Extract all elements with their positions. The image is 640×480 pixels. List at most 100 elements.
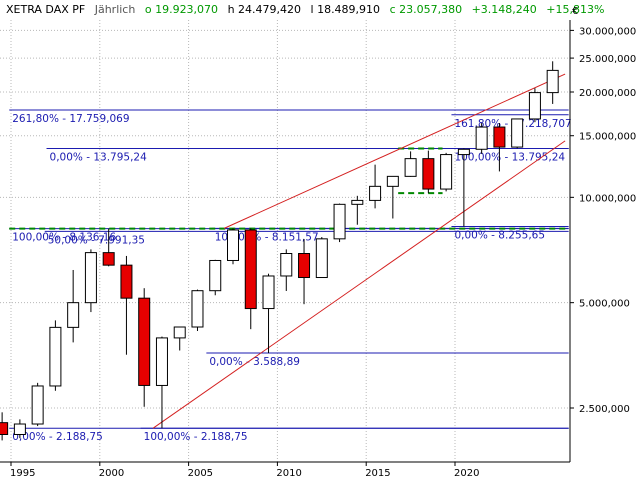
candle-body	[369, 185, 382, 201]
candle	[49, 320, 62, 391]
close-value: c 23.057,380	[390, 3, 463, 16]
y-tick-label: 2.500,000	[579, 404, 630, 415]
candle	[227, 228, 239, 265]
candle	[386, 175, 399, 219]
candle	[351, 195, 364, 225]
candle-body	[120, 264, 133, 299]
currency-label: €	[572, 6, 578, 17]
fib-level-label: 0,00% - 8.255,65	[454, 229, 545, 241]
fibonacci-levels: 261,80% - 17.759,069 161,80% - 17.218,707…	[9, 109, 572, 443]
candle	[315, 237, 328, 279]
candle-body	[404, 158, 417, 177]
candle-body	[67, 302, 80, 328]
candle	[546, 61, 559, 104]
candle	[493, 123, 506, 172]
candle	[155, 336, 168, 429]
high-value: h 24.479,420	[228, 3, 301, 16]
candle-body	[298, 253, 311, 279]
candle-body	[511, 118, 524, 148]
candles	[0, 61, 559, 441]
trend-line	[152, 140, 566, 429]
candle	[404, 151, 417, 177]
candle-body	[351, 199, 364, 205]
candle-body	[333, 203, 346, 240]
fib-level-label: 261,80% - 17.759,069	[12, 113, 129, 125]
candle-body	[138, 297, 151, 386]
candle	[280, 249, 293, 291]
candle	[298, 239, 311, 305]
fib-level-label: 0,00% - 2.188,75	[12, 431, 103, 443]
fib-level-label: 100,00% - 8.151,57	[215, 231, 319, 243]
fib-level-label: 100,00% - 2.188,75	[144, 431, 248, 443]
candle	[422, 150, 435, 194]
candle-body	[475, 126, 488, 150]
candle-body	[315, 238, 328, 279]
y-tick-label: 20.000,000	[579, 88, 636, 99]
candle	[262, 273, 275, 354]
candle-body	[209, 259, 222, 292]
fib-level-label: 100,00% - 13.795,24	[454, 151, 565, 163]
low-value: l 18.489,910	[311, 3, 381, 16]
y-tick-label: 30.000,000	[579, 26, 636, 37]
candle	[67, 269, 80, 343]
candle	[120, 255, 133, 355]
candle	[0, 412, 9, 441]
candle	[457, 148, 470, 227]
candle	[333, 203, 346, 243]
candle	[511, 118, 524, 149]
candle-body	[31, 385, 44, 425]
period-label: Jährlich	[94, 3, 136, 16]
candle-body	[173, 326, 186, 339]
x-tick-label: 2010	[276, 468, 301, 479]
candle-body	[457, 148, 470, 156]
candle-body	[386, 175, 399, 187]
candle	[475, 123, 488, 154]
trend-lines	[152, 73, 566, 429]
candle	[369, 164, 382, 209]
candle-body	[546, 69, 559, 94]
header-info: XETRA DAX PF Jährlich o 19.923,070 h 24.…	[6, 3, 604, 16]
candle	[528, 88, 541, 123]
candle	[209, 259, 222, 296]
candle	[102, 228, 115, 267]
change-value: +3.148,240	[472, 3, 537, 16]
candle-body	[155, 337, 168, 386]
candle	[244, 228, 257, 330]
change-pct-value: +15,813%	[546, 3, 604, 16]
candle-body	[13, 423, 26, 435]
candle-body	[440, 154, 453, 190]
candle	[84, 249, 97, 313]
fib-level-label: 0,00% - 3.588,89	[209, 356, 300, 368]
trend-line	[223, 73, 566, 229]
candle	[173, 326, 186, 351]
grid	[0, 20, 570, 462]
y-tick-label: 15.000,000	[579, 132, 636, 143]
fib-level-label: 0,00% - 13.795,24	[50, 151, 148, 163]
fib-level-label: 100,00% - 8.136,16	[12, 232, 116, 244]
candle-body	[0, 422, 9, 435]
y-tick-label: 5.000,000	[579, 299, 630, 310]
x-tick-label: 2005	[188, 468, 213, 479]
x-tick-label: 1995	[10, 468, 35, 479]
x-tick-label: 2020	[454, 468, 479, 479]
fib-level-label: 50,00% - 7.991,35	[48, 234, 145, 246]
candle-body	[49, 326, 62, 387]
candle-body	[84, 252, 97, 304]
x-tick-label: 2015	[365, 468, 390, 479]
candle	[31, 382, 44, 427]
svg-text:XETRA DAX PF Jährlich: XETRA DAX PF Jährlich o 19.923,070 h 24.…	[6, 3, 604, 16]
candle	[138, 288, 151, 407]
candle-body	[262, 275, 275, 310]
candle	[191, 289, 204, 331]
candle-body	[280, 253, 293, 277]
candle-body	[422, 158, 435, 190]
candle-body	[244, 229, 257, 310]
symbol-label: XETRA DAX PF	[6, 3, 85, 16]
candle-body	[102, 252, 115, 266]
candle	[13, 419, 26, 439]
candle-body	[191, 290, 204, 328]
candle-body	[493, 126, 506, 148]
x-tick-label: 2000	[99, 468, 124, 479]
axes: 2.500,000 5.000,000 10.000,000 15.000,000 20…	[0, 20, 636, 479]
